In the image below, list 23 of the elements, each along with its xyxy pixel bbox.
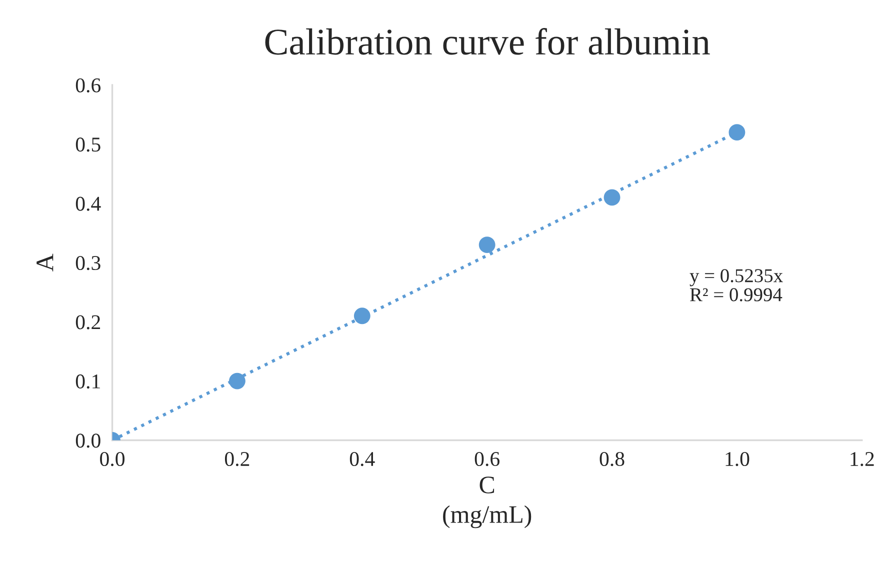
x-tick-label: 1.2 xyxy=(850,452,874,466)
y-tick-label: 0.0 xyxy=(76,434,100,448)
x-tick-label: 0.6 xyxy=(474,452,500,466)
y-axis-title: A xyxy=(36,254,54,272)
point xyxy=(478,236,496,254)
x-tick-label: 0.8 xyxy=(600,452,624,466)
y-tick-label: 0.4 xyxy=(76,196,101,211)
y-tick-label: 0.3 xyxy=(76,256,100,270)
x-tick-label: 0.2 xyxy=(224,452,250,466)
point xyxy=(728,124,746,141)
x-tick-label: 0.4 xyxy=(350,452,375,466)
point xyxy=(228,372,246,390)
chart-title: Calibration curve for albumin xyxy=(265,28,710,55)
x-tick-label: 1.0 xyxy=(726,452,750,466)
y-tick-label: 0.5 xyxy=(76,138,100,152)
point xyxy=(354,308,370,324)
annotation: y = 0.5235x R² = 0.9994 xyxy=(690,269,783,302)
y-tick-label: 0.1 xyxy=(76,374,100,389)
point xyxy=(604,189,620,206)
y-tick-label: 0.6 xyxy=(76,78,101,92)
x-axis-title: C (mg/mL) xyxy=(443,476,532,528)
x-tick-label: 0.0 xyxy=(100,452,124,466)
y-tick-label: 0.2 xyxy=(76,315,100,330)
